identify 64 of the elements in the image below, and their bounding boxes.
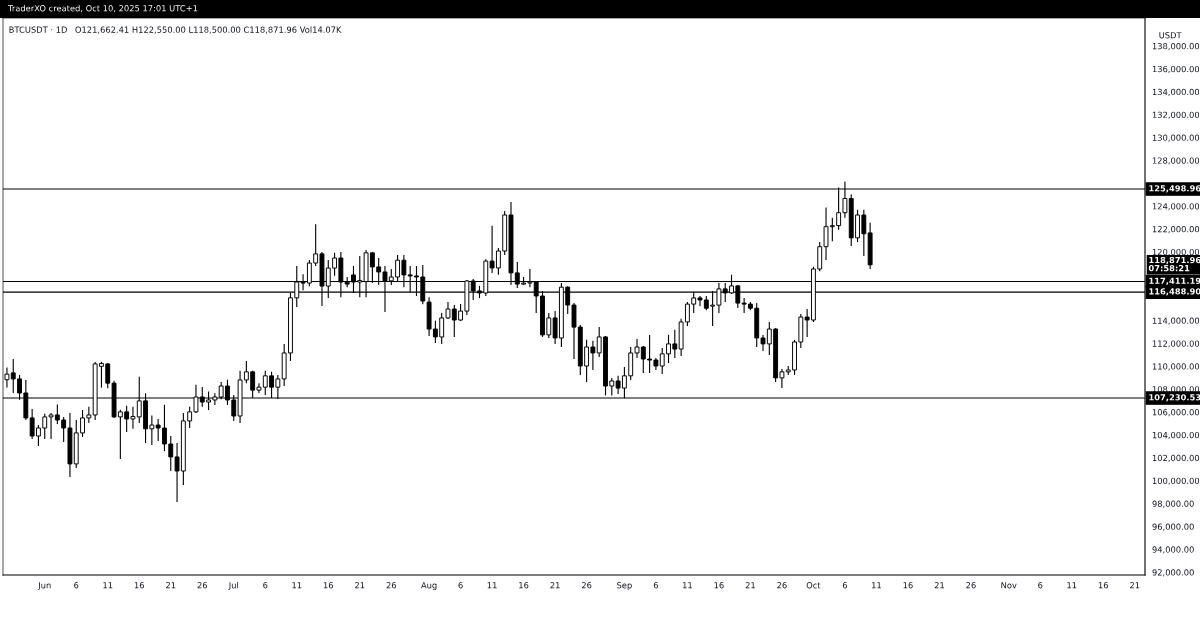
y-tick-label: 128,000.00 (1152, 157, 1200, 165)
x-tick-label: 21 (355, 582, 365, 589)
y-tick-label: 104,000.00 (1152, 431, 1200, 440)
x-tick-label: 11 (872, 582, 881, 589)
text: O121,662.41 H122,550.00 L118,500.00 C118,871.96 Vol14.07K (75, 26, 342, 34)
x-tick-label: 21 (550, 582, 560, 589)
x-tick-label: Nov (1001, 582, 1017, 589)
y-tick-label: 110,000.00 (1152, 363, 1200, 371)
y-tick-label: 98,000.00 (1152, 500, 1194, 508)
x-tick-label: 21 (1130, 582, 1140, 589)
y-tick-label: 124,000.00 (1152, 203, 1200, 211)
ref-line-label: 117,411.19 (1149, 277, 1200, 286)
y-axis-title: USDT (1159, 32, 1182, 39)
x-tick-label: 21 (745, 582, 755, 589)
y-tick-label: 96,000.00 (1152, 523, 1194, 531)
x-tick-label: 26 (386, 582, 397, 589)
x-tick-label: 6 (458, 582, 463, 589)
y-tick-label: 100,000.00 (1152, 477, 1200, 485)
text: TraderXO created, Oct 10, 2025 17:01 UTC+1 (7, 4, 198, 13)
x-tick-label: 16 (903, 582, 913, 589)
y-tick-label: 132,000.00 (1152, 111, 1200, 119)
x-tick-label: 26 (777, 582, 787, 589)
x-tick-label: 6 (1038, 582, 1043, 589)
x-tick-label: 11 (487, 582, 497, 589)
x-tick-label: 6 (653, 582, 659, 589)
y-tick-label: 94,000.00 (1152, 546, 1194, 554)
y-tick-label: 122,000.00 (1152, 226, 1200, 234)
x-tick-label: 11 (683, 582, 692, 589)
x-tick-label: Oct (806, 582, 821, 589)
x-tick-label: Jul (228, 581, 239, 590)
text: BTCUSDT · 1D (9, 26, 67, 33)
y-tick-label: 112,000.00 (1152, 340, 1200, 348)
ref-line-label: 125,498.96 (1149, 185, 1200, 193)
y-tick-label: 92,000.00 (1152, 569, 1194, 577)
x-tick-label: Jun (37, 582, 51, 590)
x-tick-label: 21 (934, 582, 944, 589)
x-tick-label: 21 (166, 582, 176, 589)
x-tick-label: 16 (134, 582, 145, 589)
y-tick-label: 106,000.00 (1152, 409, 1200, 417)
y-tick-label: 136,000.00 (1152, 65, 1200, 74)
ref-line-label: 116,488.90 (1149, 288, 1200, 296)
x-tick-label: 26 (197, 582, 208, 589)
y-tick-label: 114,000.00 (1152, 317, 1200, 325)
x-tick-label: Sep (617, 582, 632, 591)
y-tick-label: 130,000.00 (1152, 134, 1200, 142)
x-tick-label: 11 (1067, 582, 1077, 589)
x-tick-label: 16 (323, 582, 334, 589)
x-tick-label: 11 (292, 582, 302, 589)
y-tick-label: 102,000.00 (1152, 454, 1200, 462)
y-tick-label: 138,000.00 (1152, 43, 1200, 51)
text: 118,871.96 07:58:21 (1148, 256, 1200, 272)
y-tick-label: 134,000.00 (1152, 88, 1200, 96)
y-tick-label: 120,000.00 (1152, 248, 1200, 257)
x-tick-label: 26 (581, 582, 592, 589)
ref-line-label: 107,230.53 (1149, 394, 1200, 402)
x-tick-label: 16 (714, 582, 724, 589)
x-tick-label: 16 (1098, 582, 1109, 589)
x-tick-label: 6 (74, 582, 79, 589)
x-tick-label: 11 (103, 582, 113, 589)
x-tick-label: 16 (519, 582, 529, 589)
x-tick-label: Aug (421, 582, 437, 591)
x-tick-label: 6 (842, 582, 848, 589)
x-tick-label: 26 (966, 582, 976, 589)
x-tick-label: 6 (263, 582, 268, 589)
